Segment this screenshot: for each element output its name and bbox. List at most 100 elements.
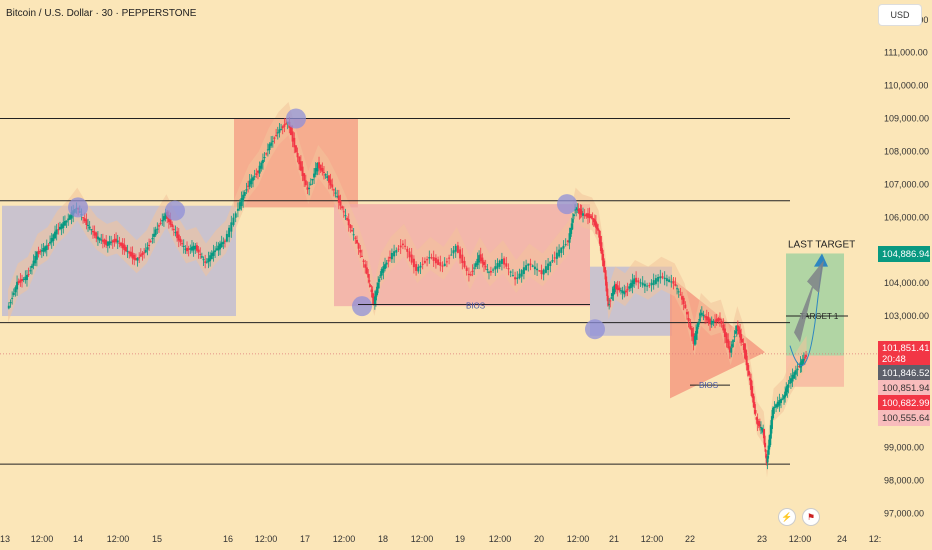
candle-body: [200, 256, 203, 258]
highlight-circle: [557, 194, 577, 215]
candle-body: [98, 237, 101, 241]
candle-body: [110, 241, 113, 243]
candle-body: [352, 234, 355, 236]
candle-body: [591, 218, 594, 220]
candle-body: [298, 156, 301, 165]
candle-body: [450, 254, 453, 256]
candle-body: [621, 290, 624, 293]
candle-body: [313, 173, 316, 178]
candle-body: [597, 228, 600, 231]
x-tick-label: 12:: [869, 534, 882, 544]
candle-body: [659, 276, 662, 279]
candle-body: [432, 257, 435, 261]
candle-body: [533, 266, 536, 270]
candle-body: [624, 290, 627, 293]
candle-body: [17, 281, 20, 284]
candle-body: [22, 278, 25, 280]
candle-body: [781, 398, 784, 400]
candle-body: [83, 218, 86, 222]
candle-body: [616, 285, 619, 291]
flash-icon[interactable]: ⚡: [778, 508, 796, 526]
currency-button[interactable]: USD: [878, 4, 922, 26]
candle-body: [337, 195, 340, 203]
candle-body: [445, 261, 448, 263]
candle-body: [568, 233, 571, 243]
candle-body: [50, 237, 53, 243]
candle-body: [562, 245, 565, 249]
candle-body: [549, 261, 552, 267]
candle-body: [384, 264, 387, 269]
y-tick-label: 111,000.00: [884, 48, 928, 58]
candle-body: [161, 220, 164, 222]
price-label: 101,846.52: [878, 365, 930, 381]
candle-body: [390, 252, 393, 260]
candle-body: [199, 253, 202, 255]
candle-body: [761, 428, 764, 431]
candle-body: [606, 288, 609, 297]
x-tick-label: 19: [455, 534, 465, 544]
candle-body: [780, 399, 783, 403]
event-icons: ⚡ ⚑: [778, 508, 820, 526]
candle-body: [522, 267, 525, 274]
candle-body: [14, 287, 17, 293]
x-tick-label: 12:00: [255, 534, 278, 544]
candle-body: [514, 277, 517, 280]
candle-body: [29, 270, 32, 272]
candle-body: [369, 285, 372, 287]
candle-body: [138, 257, 141, 259]
candle-body: [34, 255, 37, 264]
candle-body: [796, 368, 799, 371]
candle-body: [704, 316, 707, 318]
candle-body: [123, 244, 126, 251]
candle-body: [393, 251, 396, 257]
candle-body: [177, 234, 180, 241]
candle-body: [331, 184, 334, 188]
y-tick-label: 103,000.00: [884, 311, 929, 321]
x-tick-label: 15: [152, 534, 162, 544]
price-label: 100,555.64: [878, 410, 930, 426]
candle-body: [743, 344, 746, 353]
candle-body: [359, 249, 362, 253]
candle-body: [217, 245, 220, 251]
candle-body: [739, 330, 742, 338]
candle-body: [371, 292, 374, 299]
candle-body: [800, 360, 803, 367]
candle-body: [768, 435, 771, 448]
flag-icon[interactable]: ⚑: [802, 508, 820, 526]
countdown: 20:48: [882, 354, 906, 365]
candle-body: [342, 211, 345, 213]
candle-body: [529, 263, 532, 265]
candle-body: [243, 192, 246, 196]
candle-body: [685, 311, 688, 315]
candle-body: [144, 249, 147, 253]
candle-body: [592, 218, 595, 223]
candle-body: [603, 267, 606, 273]
candle-body: [332, 189, 335, 191]
candle-body: [265, 153, 268, 155]
candle-body: [789, 378, 792, 384]
candle-body: [619, 290, 622, 292]
candle-body: [747, 370, 750, 376]
candle-body: [157, 225, 160, 227]
candle-body: [496, 263, 499, 269]
candle-body: [661, 276, 664, 278]
candle-body: [737, 327, 740, 334]
price-label-value: 101,851.41: [882, 343, 930, 354]
y-tick-label: 104,000.00: [884, 278, 929, 288]
candle-body: [601, 249, 604, 261]
candle-body: [90, 229, 93, 231]
candle-body: [657, 276, 660, 282]
candle-body: [192, 245, 195, 251]
candle-body: [520, 270, 523, 277]
candle-body: [242, 194, 245, 202]
candle-body: [276, 132, 279, 134]
candle-body: [474, 263, 477, 267]
candle-body: [149, 241, 152, 243]
candle-body: [443, 263, 446, 267]
candle-body: [148, 244, 151, 246]
candle-body: [746, 362, 749, 371]
x-tick-label: 12:00: [641, 534, 664, 544]
candle-body: [134, 257, 137, 261]
candle-body: [531, 265, 534, 267]
